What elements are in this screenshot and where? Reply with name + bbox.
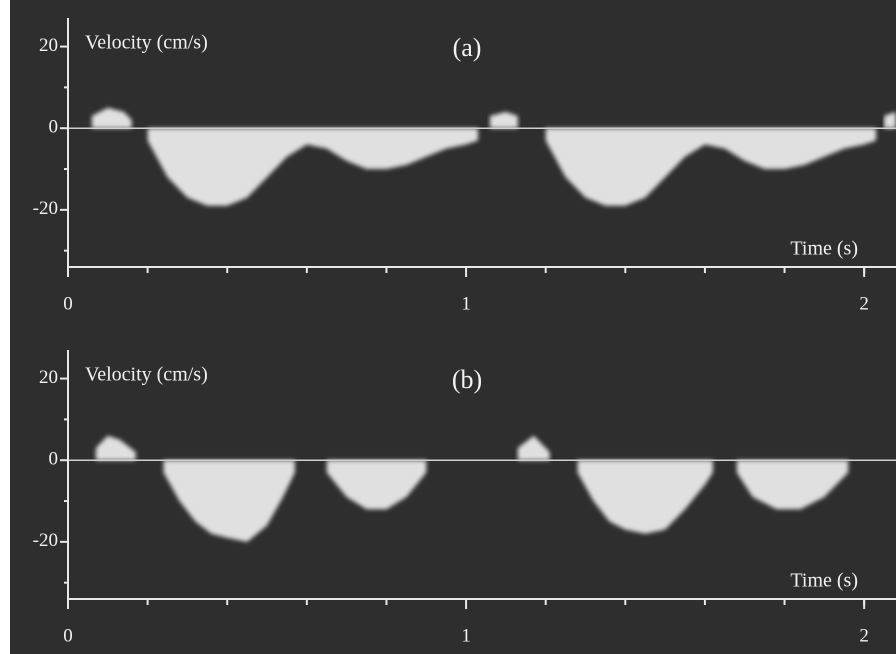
spectrum-area [147,128,479,206]
spectrum-area [489,111,518,129]
spectrum-area [163,460,295,542]
y-tick-label: 20 [39,367,58,388]
y-tick-label: -20 [33,198,58,219]
y-axis-label: Velocity (cm/s) [85,32,208,54]
spectrum-area [577,460,713,534]
background [10,0,896,654]
x-tick-label: 1 [461,293,471,314]
spectrum-area [736,460,849,510]
panel-title: (b) [452,365,482,394]
y-tick-label: -20 [33,530,58,551]
x-tick-label: 2 [859,293,869,314]
x-tick-label: 0 [63,293,73,314]
spectrum-area [326,460,427,510]
y-tick-label: 0 [49,117,59,138]
x-axis-label: Time (s) [790,570,858,592]
x-axis-label: Time (s) [790,238,858,260]
y-axis-label: Velocity (cm/s) [85,364,208,386]
x-tick-label: 1 [461,625,471,646]
spectrum-area [884,111,896,129]
x-tick-label: 0 [63,625,73,646]
y-tick-label: 20 [39,35,58,56]
spectrum-area [91,107,132,129]
y-tick-label: 0 [49,449,59,470]
spectrum-area [545,128,877,206]
panel-title: (a) [453,33,482,62]
spectrum-area [95,435,136,461]
x-tick-label: 2 [859,625,869,646]
spectrum-area [517,435,550,461]
